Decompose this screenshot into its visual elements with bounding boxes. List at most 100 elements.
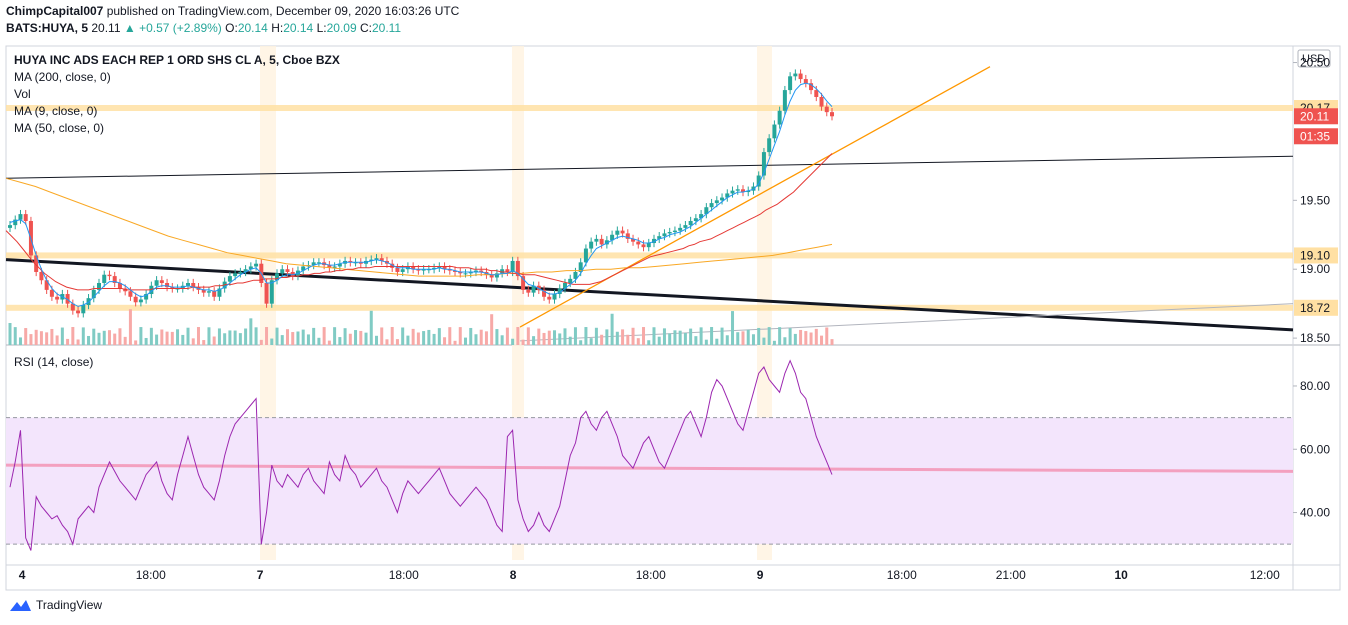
volume-bar [600,334,604,345]
candle-body [23,214,28,221]
volume-bar [207,327,211,345]
currency-box [1297,49,1331,68]
volume-bar [275,327,279,345]
candle-body [238,271,243,274]
price-tick-label: 20.50 [1300,56,1330,70]
volume-bar [778,327,782,345]
volume-bar [783,337,787,345]
candle-body [625,233,630,239]
volume-bar [181,334,185,345]
volume-bar [322,327,326,345]
candle-body [39,271,44,281]
candle-body [704,207,709,215]
volume-bar [657,336,661,345]
candle-body [562,282,567,289]
publish-info: published on TradingView.com, December 0… [103,4,460,18]
legend-ma9[interactable]: MA (9, close, 0) [14,104,98,118]
candle-body [379,258,384,261]
candle-body [631,238,636,242]
candle-body [369,259,374,261]
volume-bar [301,329,305,345]
volume-bar [725,335,729,345]
volume-bar [333,327,337,345]
volume-bar [751,334,755,345]
legend-vol[interactable]: Vol [14,87,31,101]
volume-bar [715,338,719,345]
volume-bar [704,339,708,345]
candle-body [458,271,463,274]
candle-body [175,288,180,290]
candle-body [102,274,107,283]
candle-body [515,260,520,277]
candle-body [803,79,808,84]
candle-body [97,282,102,290]
candle-body [604,240,609,245]
candle-body [76,310,81,314]
high-label: H: [271,21,284,35]
candle-body [91,289,96,299]
time-tick-label: 18:00 [136,568,166,582]
candle-body [416,269,421,271]
candle-body [746,190,751,193]
volume-bar [280,335,284,345]
volume-bar [212,336,216,345]
volume-bar [505,327,509,345]
chart-title: HUYA INC ADS EACH REP 1 ORD SHS CL A, 5,… [14,53,340,67]
volume-bar [113,333,117,345]
tradingview-logo[interactable]: TradingView [8,598,102,612]
volume-bar [71,327,75,345]
volume-bar [542,332,546,345]
close-value: 20.11 [371,21,402,35]
candle-body [227,276,232,282]
candle-body [154,280,159,286]
volume-bar [107,330,111,345]
volume-bar [710,327,714,345]
candle-body [269,280,274,304]
candle-body [353,262,358,264]
volume-bar [76,339,80,345]
volume-bar [799,329,803,345]
candle-body [568,278,573,283]
time-tick-label: 12:00 [1250,568,1280,582]
candle-body [730,190,735,194]
symbol-label: BATS:HUYA, 5 [6,21,89,35]
volume-bar [144,337,148,345]
open-value: 20.14 [237,21,268,35]
trendline-upper [5,155,1294,179]
candle-body [542,289,547,297]
volume-bar [636,338,640,345]
time-tick-label: 21:00 [996,568,1026,582]
change-value: +0.57 (+2.89%) [139,21,222,35]
volume-bar [369,310,373,345]
volume-bar [474,334,478,345]
volume-bar [81,327,85,345]
candle-body [526,289,531,293]
time-tick-label: 18:00 [887,568,917,582]
candle-body [709,203,714,208]
rsi-tick-label: 40.00 [1300,506,1330,520]
candle-body [830,112,834,117]
candle-body [468,271,473,274]
currency-label: USD [1302,53,1325,65]
candle-body [201,289,206,293]
volume-bar [720,327,724,345]
volume-bar [343,328,347,345]
candle-body [275,273,280,281]
legend-ma50[interactable]: MA (50, close, 0) [14,121,105,135]
volume-bar [814,328,818,345]
legend-ma200[interactable]: MA (200, close, 0) [14,70,111,84]
candle-body [521,276,526,290]
volume-bar [553,330,557,345]
volume-bar [249,318,253,345]
candle-body [49,289,54,297]
candle-body [233,273,238,277]
high-value: 20.14 [283,21,314,35]
volume-bar [594,327,598,345]
legend-rsi[interactable]: RSI (14, close) [14,355,94,369]
publisher-name[interactable]: ChimpCapital007 [6,4,104,18]
price-label-text: 18.72 [1300,301,1330,315]
volume-bar [678,330,682,345]
volume-bar [736,332,740,345]
candle-body [573,271,578,279]
